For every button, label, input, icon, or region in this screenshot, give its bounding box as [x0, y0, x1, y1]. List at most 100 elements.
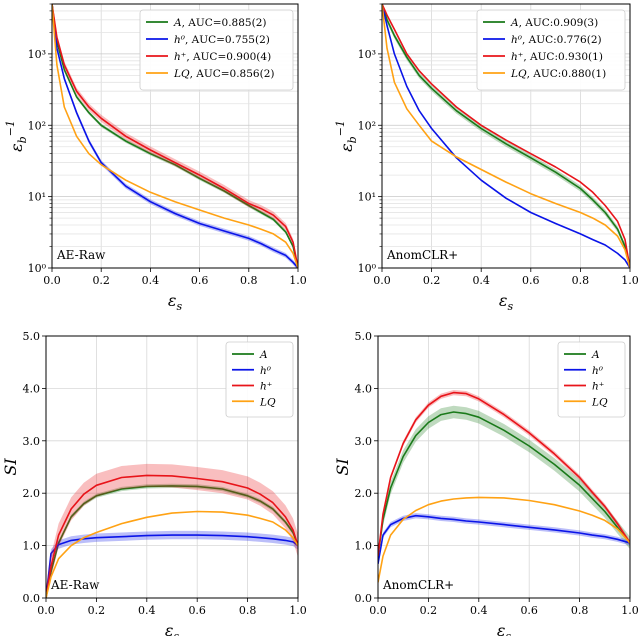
legend-entry: A, AUC:0.909(3): [510, 17, 598, 29]
legend-entry: h⁰, AUC:0.776(2): [511, 34, 602, 46]
legend-entry: A: [591, 349, 600, 361]
x-tick-label: 0.0: [43, 274, 61, 287]
y-tick-label: 10²: [358, 119, 376, 132]
x-tick-label: 0.0: [373, 274, 391, 287]
series-A-0-line: [382, 4, 630, 268]
legend: Ah⁰ h⁺ LQ: [557, 341, 626, 418]
series-h-2-line: [382, 4, 630, 268]
x-tick-label: 1.0: [289, 604, 307, 617]
x-ticks: 0.0 0.2 0.4 0.6 0.8 1.0: [43, 268, 307, 287]
series-h-2-line: [378, 391, 630, 557]
x-ticks: 0.0 0.2 0.4 0.6 0.8 1.0: [373, 268, 639, 287]
series-LQ-3-line: [46, 510, 298, 598]
x-tick-label: 0.4: [138, 604, 156, 617]
x-tick-label: 0.0: [369, 604, 387, 617]
legend-entry: A, AUC=0.885(2): [173, 17, 266, 29]
plot-area: [52, 4, 298, 268]
si-ae-raw-panel: 0.0 0.2 0.4 0.6 0.8 1.0 0.0 1.0 2.0 3.0 4.0 5.0 εs SI…: [1, 330, 307, 636]
x-ticks: 0.0 0.2 0.4 0.6 0.8 1.0: [369, 598, 639, 617]
x-tick-label: 0.8: [239, 604, 257, 617]
series-h-1-band: [46, 530, 298, 598]
x-tick-label: 0.4: [472, 274, 490, 287]
legend-entry: LQ, AUC=0.856(2): [173, 68, 274, 80]
y-tick-label: 4.0: [355, 382, 373, 395]
series-h-1-band: [52, 4, 298, 268]
series-A-0-line: [46, 485, 298, 598]
y-tick-label: 0.0: [355, 592, 373, 605]
si-anomclr-panel: 0.0 0.2 0.4 0.6 0.8 1.0 0.0 1.0 2.0 3.0 4.0 5.0 εs SI…: [333, 330, 639, 636]
y-tick-label: 3.0: [355, 435, 373, 448]
x-tick-label: 0.2: [420, 604, 438, 617]
y-tick-label: 3.0: [23, 435, 41, 448]
y-ticks: 0.0 1.0 2.0 3.0 4.0 5.0: [23, 330, 46, 605]
legend-entry: h⁺: [592, 381, 604, 393]
x-tick-label: 0.6: [191, 274, 209, 287]
series-h-1-line: [46, 534, 298, 598]
series-h-1-line: [382, 4, 630, 268]
model-tag: AE-Raw: [56, 248, 106, 262]
roc-ae-raw-panel: 0.0 0.2 0.4 0.6 0.8 1.0 10⁰ 10¹ 10² 10³ εs εb−1 AE-R…: [4, 3, 307, 313]
x-tick-label: 0.2: [423, 274, 441, 287]
axes-frame: [45, 335, 299, 599]
y-tick-label: 5.0: [355, 330, 373, 343]
y-tick-label: 4.0: [23, 382, 41, 395]
series-h-2-line: [52, 4, 298, 268]
legend-entry: h⁺: [260, 381, 272, 393]
y-axis-label: εb−1: [4, 120, 29, 152]
series-h-2-line: [46, 474, 298, 598]
legend: A, AUC=0.885(2) h⁰, AUC=0.755(2) h⁺, AUC=0…: [139, 9, 294, 91]
y-ticks: 0.0 1.0 2.0 3.0 4.0 5.0: [355, 330, 378, 605]
y-axis-label: SI: [1, 458, 20, 476]
x-tick-label: 1.0: [621, 604, 639, 617]
model-tag: AnomCLR+: [382, 578, 454, 592]
y-tick-label: 10¹: [28, 191, 46, 204]
x-tick-label: 0.6: [522, 274, 540, 287]
series-h-1-line: [378, 514, 630, 565]
legend-entry: LQ: [591, 396, 608, 408]
series-A-0-line: [52, 4, 298, 268]
x-axis-label: εs: [499, 291, 514, 313]
y-tick-label: 1.0: [355, 540, 373, 553]
series-h-1-band: [378, 513, 630, 567]
legend-entry: h⁰: [592, 365, 604, 377]
x-tick-label: 0.8: [240, 274, 258, 287]
legend-entry: A: [259, 349, 268, 361]
plot-area: [46, 463, 298, 598]
y-tick-label: 10¹: [358, 191, 376, 204]
y-tick-label: 10⁰: [28, 262, 47, 275]
x-axis-label: εs: [165, 621, 180, 636]
model-tag: AE-Raw: [50, 578, 100, 592]
axes-frame: [51, 3, 299, 269]
plot-area: [378, 390, 630, 583]
x-ticks: 0.0 0.2 0.4 0.6 0.8 1.0: [37, 598, 307, 617]
y-tick-label: 1.0: [23, 540, 41, 553]
legend-entry: h⁺, AUC=0.900(4): [174, 51, 271, 63]
legend-entry: h⁺, AUC:0.930(1): [511, 51, 603, 63]
y-tick-label: 5.0: [23, 330, 41, 343]
x-tick-label: 0.8: [572, 274, 590, 287]
legend-entry: h⁰: [260, 365, 272, 377]
axes-frame: [381, 3, 631, 269]
y-tick-label: 0.0: [23, 592, 41, 605]
roc-anomclr-panel: 0.0 0.2 0.4 0.6 0.8 1.0 10⁰ 10¹ 10² 10³ εs εb−1 Anom…: [334, 3, 639, 313]
x-tick-label: 0.4: [470, 604, 488, 617]
y-axis-label: SI: [333, 458, 352, 476]
axes-frame: [377, 335, 631, 599]
x-tick-label: 1.0: [289, 274, 307, 287]
series-LQ-3-line: [382, 4, 630, 268]
plot-area: [382, 4, 630, 268]
x-tick-label: 0.6: [188, 604, 206, 617]
x-tick-label: 0.4: [142, 274, 160, 287]
x-tick-label: 0.0: [37, 604, 55, 617]
y-axis-label: εb−1: [334, 120, 359, 152]
series-A-0-line: [378, 411, 630, 557]
series-LQ-3-line: [52, 4, 298, 268]
x-tick-label: 0.2: [88, 604, 106, 617]
x-axis-label: εs: [497, 621, 512, 636]
y-tick-label: 10²: [28, 119, 46, 132]
x-tick-label: 0.2: [92, 274, 110, 287]
model-tag: AnomCLR+: [386, 248, 458, 262]
x-tick-label: 0.6: [520, 604, 538, 617]
series-A-0-band: [378, 405, 630, 563]
